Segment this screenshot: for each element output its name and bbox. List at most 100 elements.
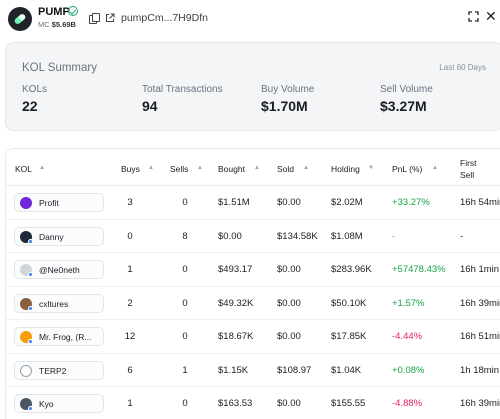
twitter-badge-icon	[28, 272, 33, 277]
close-icon[interactable]: ✕	[485, 8, 497, 24]
cell-sold: $0.00	[277, 297, 301, 309]
cell-holding: $283.96K	[331, 264, 372, 275]
cell-first-sell: 16h 54min	[460, 197, 500, 208]
cell-sells: 1	[182, 364, 188, 376]
cell-pnl: +0.08%	[392, 364, 425, 376]
column-first[interactable]: First	[460, 158, 477, 168]
table-row[interactable]: TERP2 6 1 $1.15K $108.97 $1.04K +0.08% 1h 18min	[6, 354, 500, 387]
cell-sells: 0	[182, 398, 188, 409]
cell-sold: $134.58K	[277, 230, 318, 242]
expand-icon[interactable]	[468, 11, 479, 22]
external-link-icon[interactable]	[105, 13, 115, 23]
cell-pnl: +33.27%	[392, 197, 430, 208]
cell-sells: 0	[182, 297, 188, 309]
stat-buy-volume: Buy Volume $1.70M	[261, 84, 314, 114]
sort-icon[interactable]: ▲	[197, 165, 203, 171]
table-row[interactable]: @Ne0neth 1 0 $493.17 $0.00 $283.96K +57478.43%…	[6, 253, 500, 287]
stat-kols: KOLs 22	[22, 84, 47, 114]
cell-sold: $0.00	[277, 398, 301, 409]
cell-buys: 1	[127, 264, 133, 275]
token-logo	[8, 7, 32, 31]
cell-pnl: -4.88%	[392, 398, 423, 409]
stat-label: Buy Volume	[261, 84, 315, 95]
kol-chip[interactable]: @Ne0neth	[14, 260, 104, 279]
column-sold[interactable]: Sold	[277, 164, 295, 174]
table-row[interactable]: Mr. Frog, (R... 12 0 $18.67K $0.00 $17.85K -4.…	[6, 320, 500, 354]
cell-holding: $17.85K	[331, 331, 367, 342]
kol-table: KOL ▲ Buys ▲ Sells ▲ Bought ▲ Sold ▲ Hol…	[5, 148, 500, 419]
cell-pnl: +1.57%	[392, 297, 425, 309]
pill-icon	[13, 12, 27, 26]
kol-name: @Ne0neth	[39, 265, 80, 275]
cell-holding: $50.10K	[331, 297, 367, 309]
twitter-badge-icon	[28, 406, 33, 411]
cell-bought: $18.67K	[218, 331, 254, 342]
cell-buys: 2	[127, 297, 133, 309]
stat-label: Total Transactions	[142, 84, 223, 95]
check-circle-icon	[68, 6, 78, 16]
cell-sold: $108.97	[277, 364, 312, 376]
token-address[interactable]: pumpCm...7H9Dfn	[121, 12, 208, 24]
cell-bought: $1.51M	[218, 197, 250, 208]
kol-chip[interactable]: Kyo	[14, 394, 104, 413]
column-sell[interactable]: Sell	[460, 170, 475, 180]
cell-sells: 0	[182, 197, 188, 208]
mc-label: MC	[38, 20, 50, 29]
stat-value: 22	[22, 98, 38, 114]
summary-period: Last 60 Days	[439, 63, 486, 72]
copy-icon[interactable]	[89, 13, 100, 24]
twitter-badge-icon	[28, 238, 33, 244]
cell-bought: $163.53	[218, 398, 253, 409]
kol-chip[interactable]: Danny	[14, 226, 104, 246]
column-sells[interactable]: Sells	[170, 164, 189, 174]
cell-pnl: +57478.43%	[392, 264, 446, 275]
cell-bought: $49.32K	[218, 297, 254, 309]
kol-chip[interactable]: TERP2	[14, 360, 104, 380]
cell-first-sell: 1h 18min	[460, 364, 500, 376]
sort-desc-icon[interactable]: ▼	[368, 165, 374, 171]
cell-sold: $0.00	[277, 264, 301, 275]
cell-pnl: -	[392, 230, 396, 242]
cell-holding: $2.02M	[331, 197, 363, 208]
kol-chip[interactable]: cxltures	[14, 293, 104, 313]
kol-chip[interactable]: Mr. Frog, (R...	[14, 327, 104, 346]
kol-chip[interactable]: Profit	[14, 193, 104, 212]
column-buys[interactable]: Buys	[121, 164, 140, 174]
stat-value: $3.27M	[380, 98, 427, 114]
sort-icon[interactable]: ▲	[148, 165, 154, 171]
cell-holding: $155.55	[331, 398, 366, 409]
column-pnl[interactable]: PnL (%)	[392, 164, 423, 174]
cell-holding: $1.04K	[331, 364, 362, 376]
token-name: PUMP	[38, 6, 70, 18]
sort-icon[interactable]: ▲	[39, 165, 45, 171]
sort-icon[interactable]: ▲	[303, 165, 309, 171]
kol-name: Danny	[39, 231, 64, 242]
cell-buys: 1	[127, 398, 133, 409]
column-bought[interactable]: Bought	[218, 164, 245, 174]
kol-name: Mr. Frog, (R...	[39, 332, 92, 342]
column-holding[interactable]: Holding	[331, 164, 360, 174]
stat-value: 94	[142, 98, 158, 114]
cell-first-sell: 16h 39min	[460, 398, 500, 409]
market-cap: MC $5.69B	[38, 20, 76, 29]
kol-name: cxltures	[39, 298, 69, 309]
summary-title: KOL Summary	[22, 62, 97, 74]
cell-first-sell: 16h 39min	[460, 297, 500, 309]
table-row[interactable]: Danny 0 8 $0.00 $134.58K $1.08M - -	[6, 220, 500, 253]
cell-bought: $493.17	[218, 264, 253, 275]
cell-sold: $0.00	[277, 331, 301, 342]
table-row[interactable]: cxltures 2 0 $49.32K $0.00 $50.10K +1.57% 16h 3…	[6, 287, 500, 320]
token-header: PUMP MC $5.69B pumpCm...7H9Dfn ✕	[0, 0, 500, 40]
stat-sell-volume: Sell Volume $3.27M	[380, 84, 433, 114]
table-row[interactable]: Profit 3 0 $1.51M $0.00 $2.02M +33.27% 16h 54mi…	[6, 186, 500, 220]
sort-icon[interactable]: ▲	[254, 165, 260, 171]
mc-value: $5.69B	[51, 20, 76, 29]
avatar	[20, 364, 32, 377]
kol-name: TERP2	[39, 365, 67, 376]
kol-summary-card: KOL Summary Last 60 Days KOLs 22 Total T…	[5, 42, 500, 131]
cell-holding: $1.08M	[331, 230, 363, 242]
twitter-badge-icon	[28, 305, 33, 311]
column-kol[interactable]: KOL	[15, 164, 33, 174]
table-row[interactable]: Kyo 1 0 $163.53 $0.00 $155.55 -4.88% 16h 39min	[6, 387, 500, 419]
sort-icon[interactable]: ▲	[432, 165, 438, 171]
